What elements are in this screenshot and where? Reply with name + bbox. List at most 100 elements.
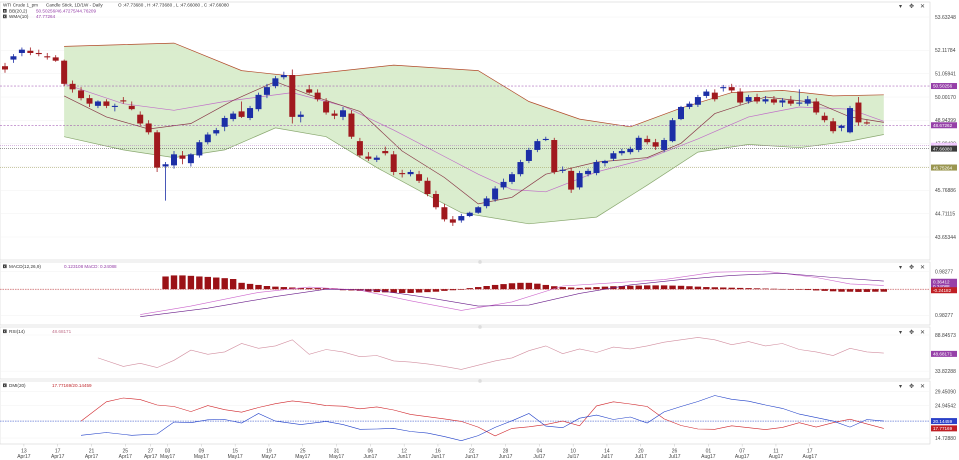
dmi-pane-menu-button[interactable]: ▾ bbox=[899, 383, 902, 390]
rsi-pane-menu-button[interactable]: ▾ bbox=[899, 329, 902, 336]
x-tick-day: 31 bbox=[334, 449, 340, 455]
x-tick-month: May17 bbox=[228, 454, 243, 460]
candle-body bbox=[86, 98, 93, 104]
candle-body bbox=[627, 148, 634, 153]
rsi-y-tick-label: 33.82288 bbox=[935, 369, 956, 375]
rsi-pane-move-icon[interactable]: ✥ bbox=[909, 329, 914, 336]
candle-body bbox=[483, 198, 490, 207]
candle-body bbox=[703, 91, 710, 96]
macd-histogram-bar bbox=[170, 275, 178, 290]
macd-legend-close-button[interactable]: x bbox=[3, 264, 7, 269]
price-y-tick-label: 50.00170 bbox=[935, 95, 956, 101]
price-pane[interactable]: 53.63248 52.11784 51.05941 50.00170 48.94399… bbox=[0, 1, 957, 261]
candle bbox=[314, 89, 321, 102]
macd-histogram-bar bbox=[483, 286, 490, 290]
macd-histogram-bar bbox=[686, 286, 693, 290]
candle bbox=[247, 105, 254, 121]
candle bbox=[534, 138, 541, 153]
candle-body bbox=[390, 154, 397, 172]
candle bbox=[754, 93, 761, 104]
x-tick-day: 25 bbox=[300, 449, 306, 455]
x-tick-month: Apr17 bbox=[119, 454, 133, 460]
x-tick-month: Aug17 bbox=[735, 454, 750, 460]
rsi-pane-close-icon[interactable]: ✕ bbox=[920, 329, 925, 336]
dmi-legend-values: 17.77169/20.14459 bbox=[52, 383, 92, 388]
macd-pane-move-icon[interactable]: ✥ bbox=[909, 264, 914, 271]
candle-body bbox=[686, 103, 693, 107]
x-tick-month: Apr17 bbox=[85, 454, 99, 460]
dmi-grid bbox=[0, 391, 930, 439]
close-x-icon: x bbox=[4, 384, 6, 388]
price-y-tick-label: 44.71115 bbox=[935, 211, 955, 217]
candle bbox=[466, 211, 473, 218]
wma-legend-close-button[interactable]: x bbox=[3, 14, 7, 19]
value-tag-label: 48.67262 bbox=[933, 123, 953, 128]
candle bbox=[542, 136, 549, 142]
x-tick-day: 16 bbox=[435, 449, 441, 455]
candle-body bbox=[458, 216, 465, 221]
x-tick-month: May17 bbox=[329, 454, 344, 460]
rsi-line bbox=[97, 337, 884, 370]
dmi-legend-close-button[interactable]: x bbox=[3, 383, 7, 388]
macd-histogram-bar bbox=[415, 289, 423, 293]
candle-body bbox=[289, 75, 296, 117]
rsi-pane[interactable]: 88.84573 33.82288 48.68171 x RSI(14) 48.6… bbox=[0, 326, 957, 380]
candle-body bbox=[120, 100, 127, 102]
candle bbox=[745, 94, 752, 104]
candle bbox=[644, 135, 651, 145]
x-tick-day: 28 bbox=[503, 449, 509, 455]
macd-histogram-bar bbox=[601, 286, 609, 290]
macd-histogram-bar bbox=[838, 289, 845, 292]
price-pane-move-icon[interactable]: ✥ bbox=[909, 3, 914, 10]
macd-histogram-bar bbox=[711, 287, 718, 290]
macd-histogram-bar bbox=[669, 285, 676, 290]
macd-histogram-bar bbox=[187, 275, 195, 290]
rsi-legend-close-button[interactable]: x bbox=[3, 329, 7, 334]
candle-body bbox=[382, 151, 389, 154]
candle bbox=[331, 110, 338, 120]
pane-resize-handle[interactable] bbox=[478, 379, 482, 383]
macd-histogram-bar bbox=[728, 287, 735, 290]
dmi-pane-move-icon[interactable]: ✥ bbox=[909, 383, 914, 390]
macd-histogram-bar bbox=[272, 286, 279, 290]
candle-body bbox=[407, 171, 414, 175]
candle-body bbox=[534, 141, 541, 150]
candle-body bbox=[2, 66, 8, 70]
rsi-legend-value: 48.68171 bbox=[52, 329, 72, 334]
macd-histogram-bar bbox=[736, 287, 744, 290]
macd-histogram-bar bbox=[762, 288, 769, 290]
x-tick-month: Apr17 bbox=[17, 454, 31, 460]
candle bbox=[551, 137, 558, 175]
macd-histogram-bar bbox=[660, 285, 668, 290]
macd-legend: x MACD(12,26,9) 0.123108 MaCD: 0.24088 bbox=[3, 264, 117, 269]
candle-body bbox=[745, 97, 752, 102]
x-tick-day: 15 bbox=[232, 449, 238, 455]
candle bbox=[416, 170, 423, 183]
candle bbox=[289, 69, 296, 124]
candle-body bbox=[441, 207, 448, 220]
candle-body bbox=[179, 155, 186, 159]
pane-resize-handle[interactable] bbox=[478, 325, 482, 329]
value-tag-box bbox=[931, 283, 957, 290]
pane-resize-handle[interactable] bbox=[478, 260, 482, 264]
candle-body bbox=[103, 101, 110, 106]
candle bbox=[652, 138, 659, 150]
bb-legend-close-button[interactable]: x bbox=[3, 9, 7, 13]
candle bbox=[855, 97, 862, 126]
price-pane-menu-button[interactable]: ▾ bbox=[899, 3, 902, 10]
candle bbox=[390, 151, 397, 176]
candle bbox=[272, 76, 279, 89]
candle-body bbox=[737, 91, 744, 103]
dmi-y-tick-label: 14.72880 bbox=[935, 436, 956, 442]
price-pane-close-icon[interactable]: ✕ bbox=[920, 3, 925, 10]
dmi-pane-close-icon[interactable]: ✕ bbox=[920, 383, 925, 390]
macd-pane-menu-button[interactable]: ▾ bbox=[899, 264, 902, 271]
candle bbox=[340, 106, 346, 121]
candle-body bbox=[821, 115, 828, 121]
macd-pane-close-icon[interactable]: ✕ bbox=[920, 264, 925, 271]
macd-histogram-bar bbox=[635, 285, 642, 290]
